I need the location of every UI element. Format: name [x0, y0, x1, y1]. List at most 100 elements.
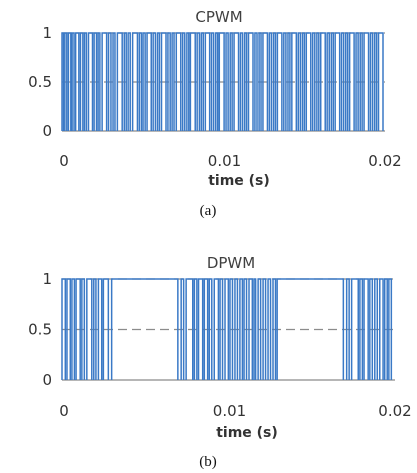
pwm-pulse	[171, 32, 175, 131]
pwm-pulse	[369, 278, 374, 380]
y-tick-label: 0	[42, 122, 52, 140]
pwm-pulse	[87, 32, 94, 131]
pwm-pulse	[61, 32, 65, 131]
pwm-pulse	[287, 32, 291, 131]
x-tick-label: 0	[59, 152, 69, 170]
pwm-pulse	[355, 32, 359, 131]
pwm-pulse	[75, 278, 81, 380]
pwm-pulse	[340, 32, 345, 131]
pwm-pulse	[348, 32, 355, 131]
pwm-pulse	[326, 32, 330, 131]
pwm-pulse	[71, 278, 76, 380]
pwm-pulse	[123, 32, 127, 131]
x-axis-label: time (s)	[208, 173, 270, 189]
pwm-pulse	[267, 278, 272, 380]
pwm-pulse	[272, 32, 277, 131]
x-axis-label: time (s)	[216, 425, 278, 441]
pwm-pulse	[247, 32, 254, 131]
pwm-pulse	[127, 32, 131, 131]
pwm-pulse	[74, 32, 80, 131]
pwm-pulse	[363, 278, 369, 380]
x-tick-label: 0.01	[208, 152, 241, 170]
pwm-pulse	[254, 32, 258, 131]
pwm-pulse	[66, 278, 72, 380]
pwm-pulse	[116, 32, 123, 131]
pwm-pulse	[71, 32, 75, 131]
pwm-pulse	[86, 278, 93, 380]
pwm-pulse	[359, 32, 363, 131]
pwm-pulse	[167, 32, 171, 131]
x-tick-label: 0.01	[213, 402, 246, 420]
pwm-pulse	[359, 278, 364, 380]
pwm-pulse	[253, 278, 257, 380]
pwm-pulse	[262, 32, 269, 131]
pwm-pulse	[213, 278, 220, 380]
pwm-pulse	[110, 278, 179, 380]
pwm-pulse	[301, 32, 306, 131]
x-tick-label: 0.02	[378, 402, 411, 420]
pwm-pulse	[204, 32, 211, 131]
pwm-pulse	[272, 278, 277, 380]
pwm-pulse	[181, 32, 186, 131]
pwm-pulse	[239, 32, 244, 131]
pwm-pulse	[248, 278, 254, 380]
pwm-pulse	[97, 278, 103, 380]
y-tick-label: 1	[42, 24, 52, 42]
pwm-pulse	[185, 278, 194, 380]
pwm-pulse	[175, 32, 182, 131]
pwm-pulse	[373, 32, 378, 131]
pwm-pulse	[225, 32, 229, 131]
pwm-pulse	[297, 32, 302, 131]
pwm-pulse	[276, 32, 283, 131]
pwm-pulse	[229, 278, 234, 380]
pwm-pulse	[101, 32, 108, 131]
pwm-pulse	[208, 278, 213, 380]
pwm-pulse	[186, 32, 190, 131]
pwm-pulse	[218, 32, 225, 131]
pwm-pulse	[311, 32, 316, 131]
pwm-pulse	[93, 32, 98, 131]
y-tick-label: 0	[42, 371, 52, 389]
pwm-pulse	[377, 32, 384, 131]
pwm-pulse	[215, 32, 219, 131]
pwm-pulse	[239, 278, 244, 380]
pwm-pulse	[219, 278, 224, 380]
pwm-pulse	[374, 278, 379, 380]
pwm-pulse	[283, 32, 287, 131]
pwm-pulse	[64, 32, 68, 131]
figure-caption: (a)	[200, 203, 217, 219]
pwm-pulse	[131, 32, 139, 131]
x-tick-label: 0.02	[368, 152, 401, 170]
pwm-pulse	[268, 32, 273, 131]
pwm-pulse	[203, 278, 209, 380]
pwm-pulse	[345, 278, 350, 380]
pwm-pulse	[233, 32, 240, 131]
pwm-pulse	[388, 278, 393, 380]
pwm-pulse	[243, 278, 248, 380]
pwm-pulse	[257, 278, 262, 380]
pwm-pulse	[146, 32, 152, 131]
chart-cpwm: CPWM 1 0.5 00 0.01 0.02 time (s) (a)	[28, 8, 402, 219]
pwm-pulse	[156, 32, 161, 131]
pwm-pulse	[102, 278, 110, 380]
pwm-pulse	[330, 32, 334, 131]
pwm-pulse	[291, 32, 298, 131]
pwm-pulse	[243, 32, 248, 131]
y-tick-label: 0.5	[28, 321, 52, 339]
pwm-pulse	[363, 32, 370, 131]
pwm-pulse	[193, 278, 198, 380]
pwm-pulse	[379, 278, 384, 380]
y-tick-label: 1	[42, 270, 52, 288]
pwm-pulse	[189, 32, 196, 131]
pwm-pulse	[210, 32, 215, 131]
chart-dpwm: DPWM 1 0.5 00 0.01 0.02 time (s) (b)	[28, 254, 412, 470]
pwm-pulse	[81, 278, 86, 380]
pwm-pulse	[319, 32, 326, 131]
figure-caption: (b)	[199, 454, 217, 470]
pwm-pulse	[350, 278, 359, 380]
pwm-pulse	[369, 32, 374, 131]
pwm-pulse	[234, 278, 239, 380]
pwm-pulse	[224, 278, 230, 380]
pwm-pulse	[180, 278, 185, 380]
pwm-pulse	[334, 32, 341, 131]
